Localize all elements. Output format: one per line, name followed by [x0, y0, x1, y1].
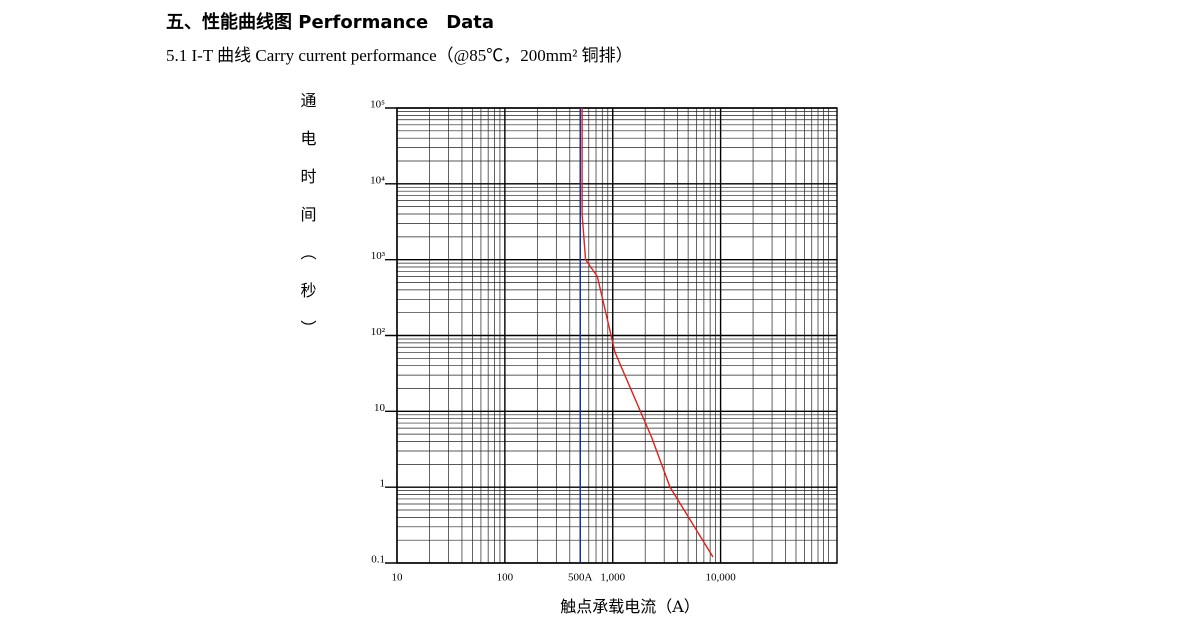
y-tick-label: 10³	[371, 250, 386, 262]
x-tick-label: 500A	[568, 572, 593, 584]
chart-title: 五、性能曲线图 Performance Data	[166, 11, 494, 33]
series-line	[581, 108, 714, 558]
y-tick-label: 10⁵	[370, 99, 385, 111]
x-tick-label: 10	[392, 572, 404, 584]
y-axis-label: 通电时间（秒）	[298, 92, 317, 358]
y-tick-label: 0.1	[371, 554, 385, 566]
chart-subtitle: 5.1 I-T 曲线 Carry current performance（@85…	[166, 46, 633, 65]
y-tick-label: 10	[374, 402, 386, 414]
x-tick-label: 100	[497, 572, 514, 584]
x-axis-label: 触点承载电流（A）	[560, 597, 700, 616]
x-tick-label: 1,000	[600, 572, 625, 584]
y-tick-label: 10²	[371, 326, 386, 338]
x-tick-label: 10,000	[705, 572, 736, 584]
plot-frame	[396, 107, 838, 564]
y-tick-label: 1	[380, 478, 386, 490]
y-tick-label: 10⁴	[370, 174, 385, 186]
